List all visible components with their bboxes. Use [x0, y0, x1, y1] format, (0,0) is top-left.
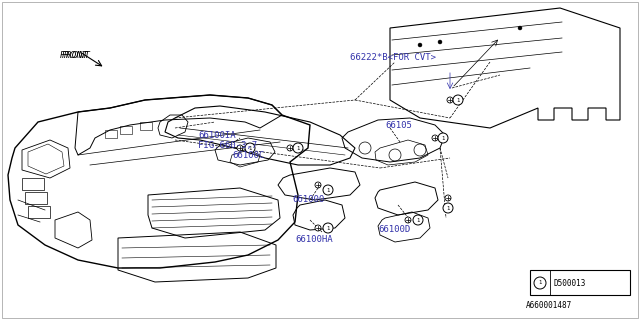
Circle shape: [287, 145, 293, 151]
Text: FIG.660-3,7: FIG.660-3,7: [198, 141, 257, 150]
Text: D500013: D500013: [554, 278, 586, 287]
Text: 66100D: 66100D: [378, 225, 410, 234]
Circle shape: [413, 215, 423, 225]
Circle shape: [315, 225, 321, 231]
Text: 1: 1: [538, 281, 541, 285]
Text: FRONT: FRONT: [60, 51, 89, 60]
Circle shape: [432, 135, 438, 141]
Text: 66222*B<FOR CVT>: 66222*B<FOR CVT>: [350, 53, 436, 62]
Bar: [25, 192, 47, 204]
Text: 1: 1: [416, 218, 420, 222]
Text: 66100IA: 66100IA: [198, 131, 236, 140]
Circle shape: [534, 277, 546, 289]
Text: 66105: 66105: [385, 121, 412, 130]
Circle shape: [293, 143, 303, 153]
Bar: [105, 130, 117, 138]
Text: 66100C: 66100C: [232, 151, 264, 160]
Text: 1: 1: [446, 205, 450, 211]
Circle shape: [418, 43, 422, 47]
Circle shape: [405, 217, 411, 223]
Circle shape: [518, 26, 522, 30]
Circle shape: [323, 185, 333, 195]
Circle shape: [438, 133, 448, 143]
Circle shape: [443, 203, 453, 213]
Bar: [120, 126, 132, 134]
Text: 1: 1: [296, 146, 300, 150]
Text: 1: 1: [456, 98, 460, 102]
Bar: [28, 206, 50, 218]
Bar: [22, 178, 44, 190]
Text: 1: 1: [326, 226, 330, 230]
Text: 66100HA: 66100HA: [295, 235, 333, 244]
Bar: [530, 270, 630, 295]
Circle shape: [438, 40, 442, 44]
Text: 661000: 661000: [292, 195, 324, 204]
Text: A660001487: A660001487: [526, 300, 572, 309]
Text: FRONT: FRONT: [62, 51, 91, 60]
Text: 1: 1: [326, 188, 330, 193]
Circle shape: [315, 182, 321, 188]
Circle shape: [447, 97, 453, 103]
Circle shape: [245, 143, 255, 153]
Circle shape: [237, 145, 243, 151]
Circle shape: [453, 95, 463, 105]
Text: 1: 1: [441, 135, 445, 140]
Circle shape: [323, 223, 333, 233]
Text: 1: 1: [248, 146, 252, 150]
Bar: [140, 122, 152, 130]
Circle shape: [445, 195, 451, 201]
